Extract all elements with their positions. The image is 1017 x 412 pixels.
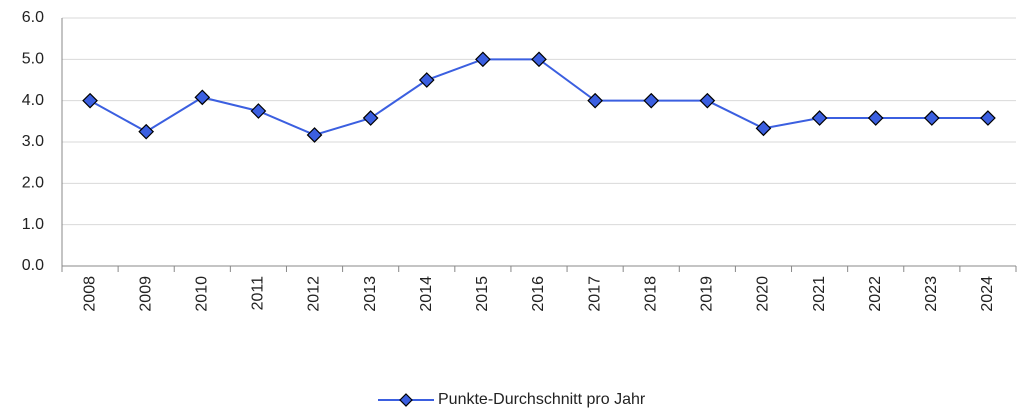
- x-tick-label: 2016: [530, 276, 547, 312]
- x-tick-label: 2015: [474, 276, 491, 312]
- x-tick-label: 2017: [586, 276, 603, 312]
- legend-marker: [399, 393, 413, 407]
- marker: [811, 110, 828, 126]
- marker: [306, 127, 323, 143]
- legend-label: Punkte-Durchschnitt pro Jahr: [438, 391, 646, 408]
- marker: [587, 92, 603, 109]
- marker: [531, 51, 547, 68]
- marker: [475, 51, 491, 68]
- marker: [194, 89, 211, 106]
- marker: [82, 92, 98, 109]
- x-tick-label: 2011: [250, 276, 267, 311]
- x-tick-label: 2020: [755, 276, 772, 312]
- y-tick-label: 6.0: [22, 9, 44, 26]
- y-tick-label: 4.0: [22, 92, 44, 109]
- y-tick-label: 0.0: [22, 257, 44, 274]
- marker: [699, 92, 716, 109]
- x-tick-label: 2024: [979, 276, 996, 312]
- marker: [138, 123, 155, 140]
- x-tick-label: 2019: [699, 276, 716, 312]
- x-tick-label: 2018: [642, 276, 659, 312]
- marker: [643, 92, 660, 109]
- x-tick-label: 2014: [418, 276, 435, 312]
- x-tick-label: 2021: [811, 276, 828, 312]
- series-line: [89, 58, 988, 137]
- marker: [755, 120, 772, 137]
- x-tick-label: 2023: [923, 276, 940, 312]
- x-tick-label: 2012: [306, 276, 323, 312]
- x-tick-label: 2008: [81, 276, 98, 312]
- x-tick-label: 2010: [194, 276, 211, 312]
- marker: [418, 72, 435, 88]
- marker: [867, 110, 884, 126]
- marker: [923, 110, 940, 126]
- x-tick-label: 2009: [137, 276, 154, 312]
- y-tick-label: 2.0: [22, 175, 44, 192]
- marker: [980, 110, 996, 126]
- y-tick-label: 1.0: [22, 216, 44, 233]
- y-tick-label: 3.0: [22, 133, 44, 150]
- x-tick-label: 2013: [362, 276, 379, 312]
- marker: [250, 103, 267, 119]
- marker: [362, 110, 379, 126]
- y-tick-label: 5.0: [22, 51, 44, 68]
- x-tick-label: 2022: [867, 276, 884, 312]
